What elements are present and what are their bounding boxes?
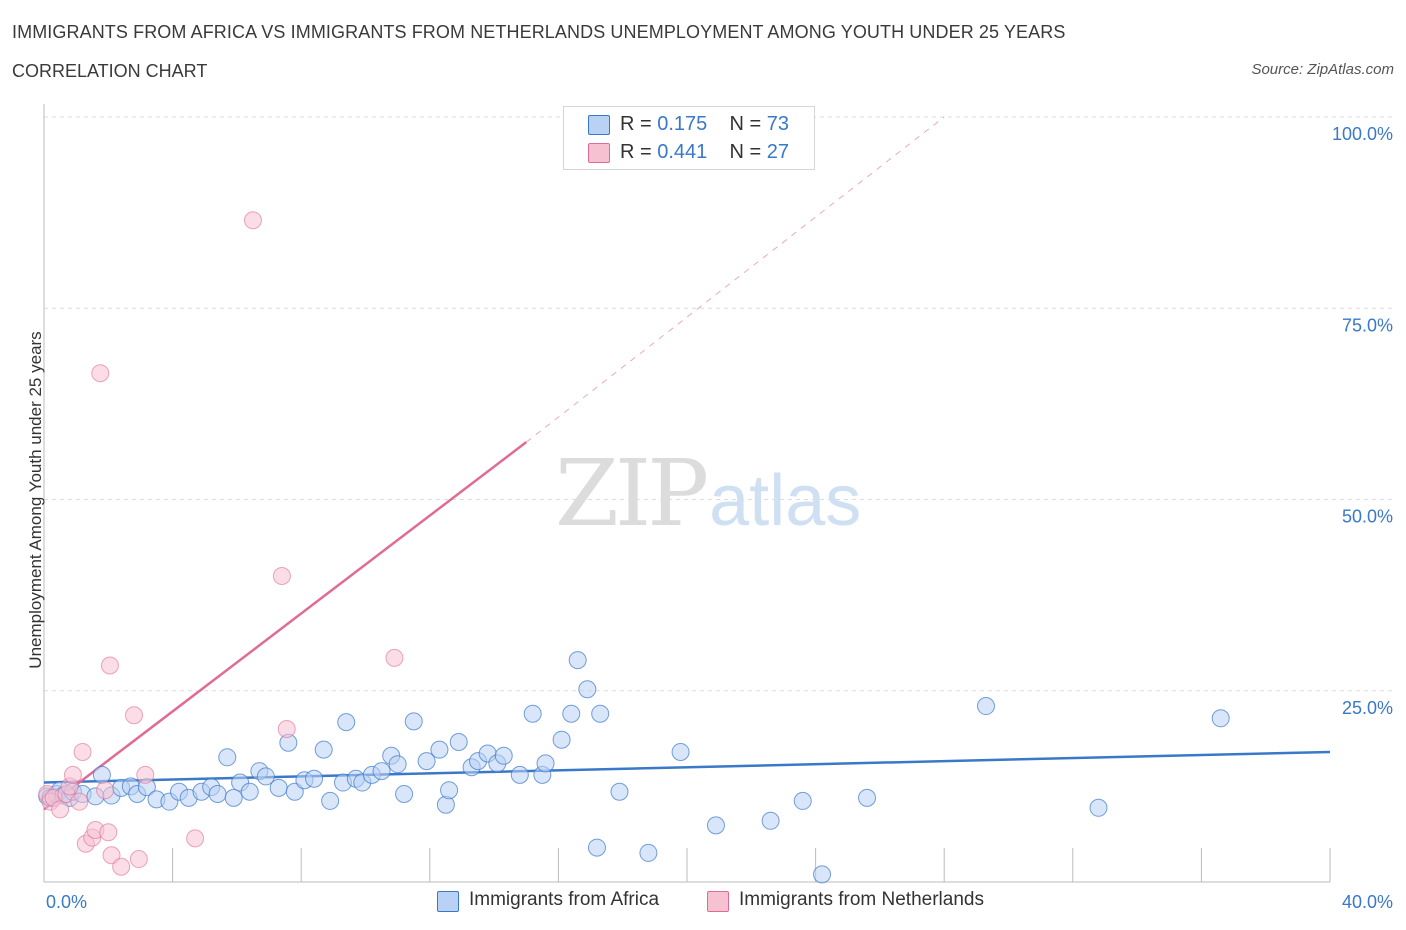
- r-label: R =: [620, 113, 658, 135]
- y-tick-label: 50.0%: [1342, 507, 1393, 527]
- africa-point: [1089, 798, 1108, 817]
- chart-subtitle: CORRELATION CHART: [12, 61, 208, 81]
- legend-label-netherlands: Immigrants from Netherlands: [739, 889, 984, 910]
- netherlands-point: [129, 850, 148, 869]
- tick-labels: 25.0% 50.0% 75.0% 100.0% 0.0% 40.0%: [46, 124, 1393, 912]
- netherlands-point: [91, 364, 110, 383]
- africa-point: [337, 713, 356, 732]
- netherlands-point: [99, 823, 118, 842]
- africa-point: [388, 755, 407, 774]
- y-axis-label-container: Unemployment Among Youth under 25 years: [16, 120, 45, 880]
- netherlands-point: [63, 765, 82, 784]
- netherlands-point: [96, 781, 115, 800]
- africa-point: [639, 843, 658, 862]
- africa-point: [591, 704, 610, 723]
- africa-point: [256, 767, 275, 786]
- africa-point: [976, 697, 995, 716]
- africa-point: [321, 791, 340, 810]
- africa-point: [552, 730, 571, 749]
- africa-point: [587, 838, 606, 857]
- africa-point: [562, 704, 581, 723]
- netherlands-point: [70, 792, 89, 811]
- africa-point: [523, 704, 542, 723]
- netherlands-point: [136, 765, 155, 784]
- netherlands-legend-swatch: [707, 891, 729, 912]
- data-points: [38, 211, 1230, 884]
- netherlands-trend-line: [43, 441, 528, 811]
- africa-point: [314, 740, 333, 759]
- netherlands-point: [100, 656, 119, 675]
- africa-point: [706, 816, 725, 835]
- netherlands-point: [102, 846, 121, 865]
- netherlands-point: [186, 829, 205, 848]
- legend-label-africa: Immigrants from Africa: [469, 889, 660, 910]
- africa-point: [761, 811, 780, 830]
- netherlands-point: [112, 857, 131, 876]
- netherlands-point: [125, 706, 144, 725]
- africa-point: [218, 748, 237, 767]
- netherlands-point: [243, 211, 262, 230]
- africa-point: [536, 754, 555, 773]
- netherlands-point: [385, 648, 404, 667]
- africa-point: [510, 765, 529, 784]
- grid-lines: [44, 116, 1394, 692]
- netherlands-point: [51, 800, 70, 819]
- africa-point: [858, 788, 877, 807]
- n-label: N =: [729, 141, 767, 163]
- n-label: N =: [729, 113, 767, 135]
- africa-point: [813, 865, 832, 884]
- netherlands-trend-extension: [525, 116, 945, 443]
- africa-point: [430, 740, 449, 759]
- r-value: 0.175: [657, 113, 708, 135]
- y-tick-label: 100.0%: [1332, 124, 1393, 144]
- africa-point: [1211, 709, 1230, 728]
- netherlands-swatch: [588, 143, 610, 163]
- africa-point: [208, 785, 227, 804]
- netherlands-point: [277, 720, 296, 738]
- y-tick-label: 25.0%: [1342, 698, 1393, 718]
- x-tick-label: 40.0%: [1342, 892, 1393, 912]
- r-label: R =: [620, 141, 658, 163]
- africa-point: [417, 752, 436, 771]
- africa-point: [449, 733, 468, 752]
- trend-lines: [43, 116, 1331, 811]
- africa-point: [240, 782, 259, 801]
- y-axis-label: Unemployment Among Youth under 25 years: [26, 331, 45, 669]
- chart-title: IMMIGRANTS FROM AFRICA VS IMMIGRANTS FRO…: [12, 22, 1066, 42]
- africa-legend-swatch: [437, 891, 459, 912]
- axes: [43, 104, 1331, 883]
- netherlands-point: [272, 567, 291, 585]
- n-value: 73: [766, 113, 790, 135]
- x-tick-label: 0.0%: [46, 892, 87, 912]
- africa-point: [372, 762, 391, 781]
- africa-point: [404, 712, 423, 731]
- legend-row-africa-text: R = 0.175 N = 73: [620, 113, 789, 136]
- africa-point: [269, 778, 288, 797]
- correlation-legend: R = 0.175 N = 73 R = 0.441 N = 27: [563, 106, 815, 170]
- africa-point: [395, 785, 414, 804]
- africa-swatch: [588, 115, 610, 135]
- africa-point: [494, 746, 513, 765]
- y-tick-label: 75.0%: [1342, 315, 1393, 335]
- netherlands-point: [73, 742, 92, 761]
- legend-row-netherlands-text: R = 0.441 N = 27: [620, 141, 789, 164]
- africa-point: [224, 788, 243, 807]
- africa-point: [793, 791, 812, 810]
- africa-point: [92, 765, 111, 784]
- africa-point: [285, 782, 304, 801]
- source-credit: Source: ZipAtlas.com: [1251, 61, 1394, 78]
- africa-point: [568, 651, 587, 670]
- series-legend: Immigrants from Africa Immigrants from N…: [0, 888, 1406, 918]
- africa-point: [305, 769, 324, 788]
- n-value: 27: [766, 141, 790, 163]
- africa-point: [610, 782, 629, 801]
- africa-point: [578, 680, 597, 699]
- africa-point: [440, 781, 459, 800]
- africa-point: [671, 742, 690, 761]
- africa-point: [436, 795, 455, 814]
- r-value: 0.441: [657, 141, 708, 163]
